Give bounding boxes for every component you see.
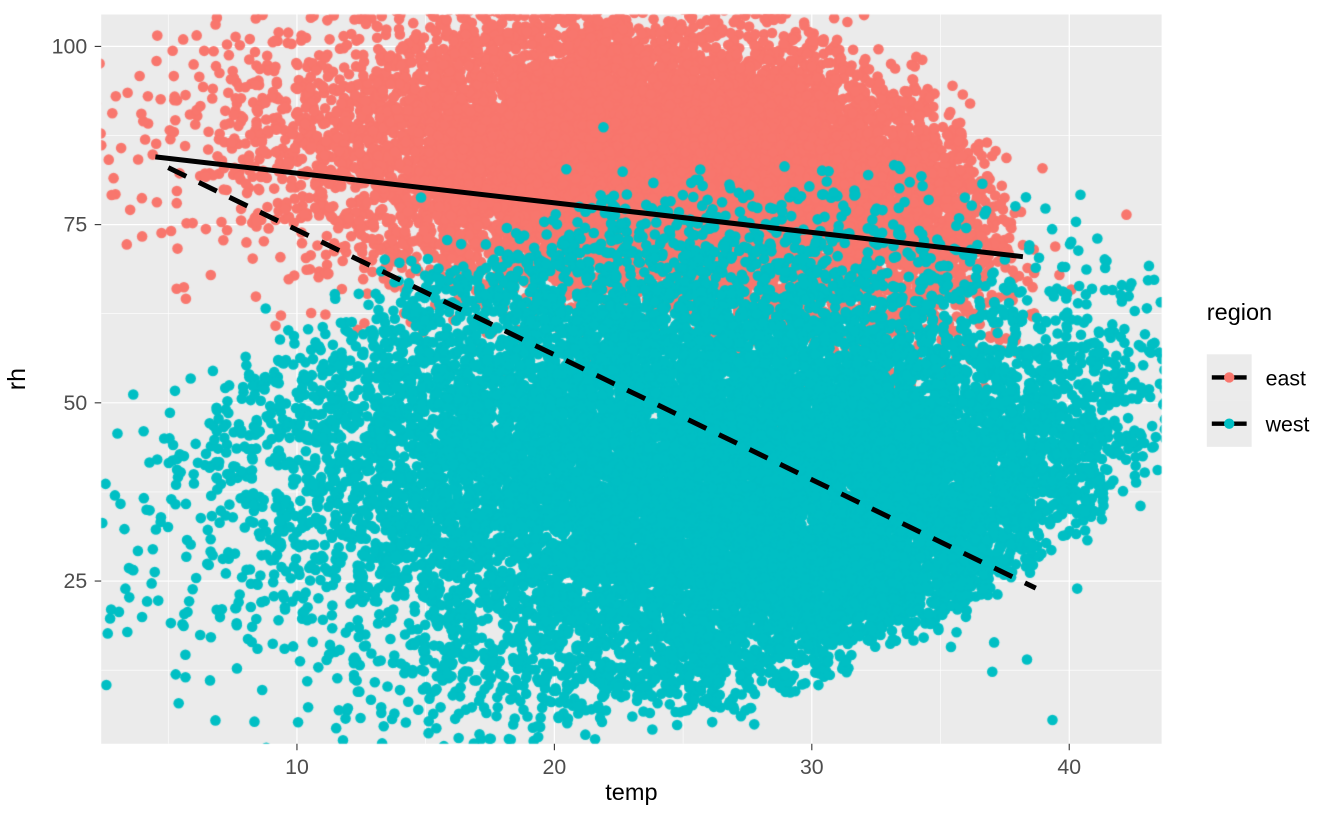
svg-text:temp: temp bbox=[605, 779, 657, 805]
svg-text:east: east bbox=[1266, 366, 1306, 390]
svg-text:west: west bbox=[1265, 413, 1310, 437]
svg-text:25: 25 bbox=[63, 569, 87, 593]
svg-text:100: 100 bbox=[52, 34, 88, 58]
svg-text:rh: rh bbox=[3, 368, 31, 390]
svg-text:20: 20 bbox=[543, 755, 567, 779]
svg-text:30: 30 bbox=[800, 755, 824, 779]
svg-text:40: 40 bbox=[1057, 755, 1081, 779]
svg-text:50: 50 bbox=[63, 391, 87, 415]
svg-text:10: 10 bbox=[285, 755, 309, 779]
svg-text:75: 75 bbox=[63, 213, 87, 237]
svg-text:region: region bbox=[1207, 299, 1272, 325]
